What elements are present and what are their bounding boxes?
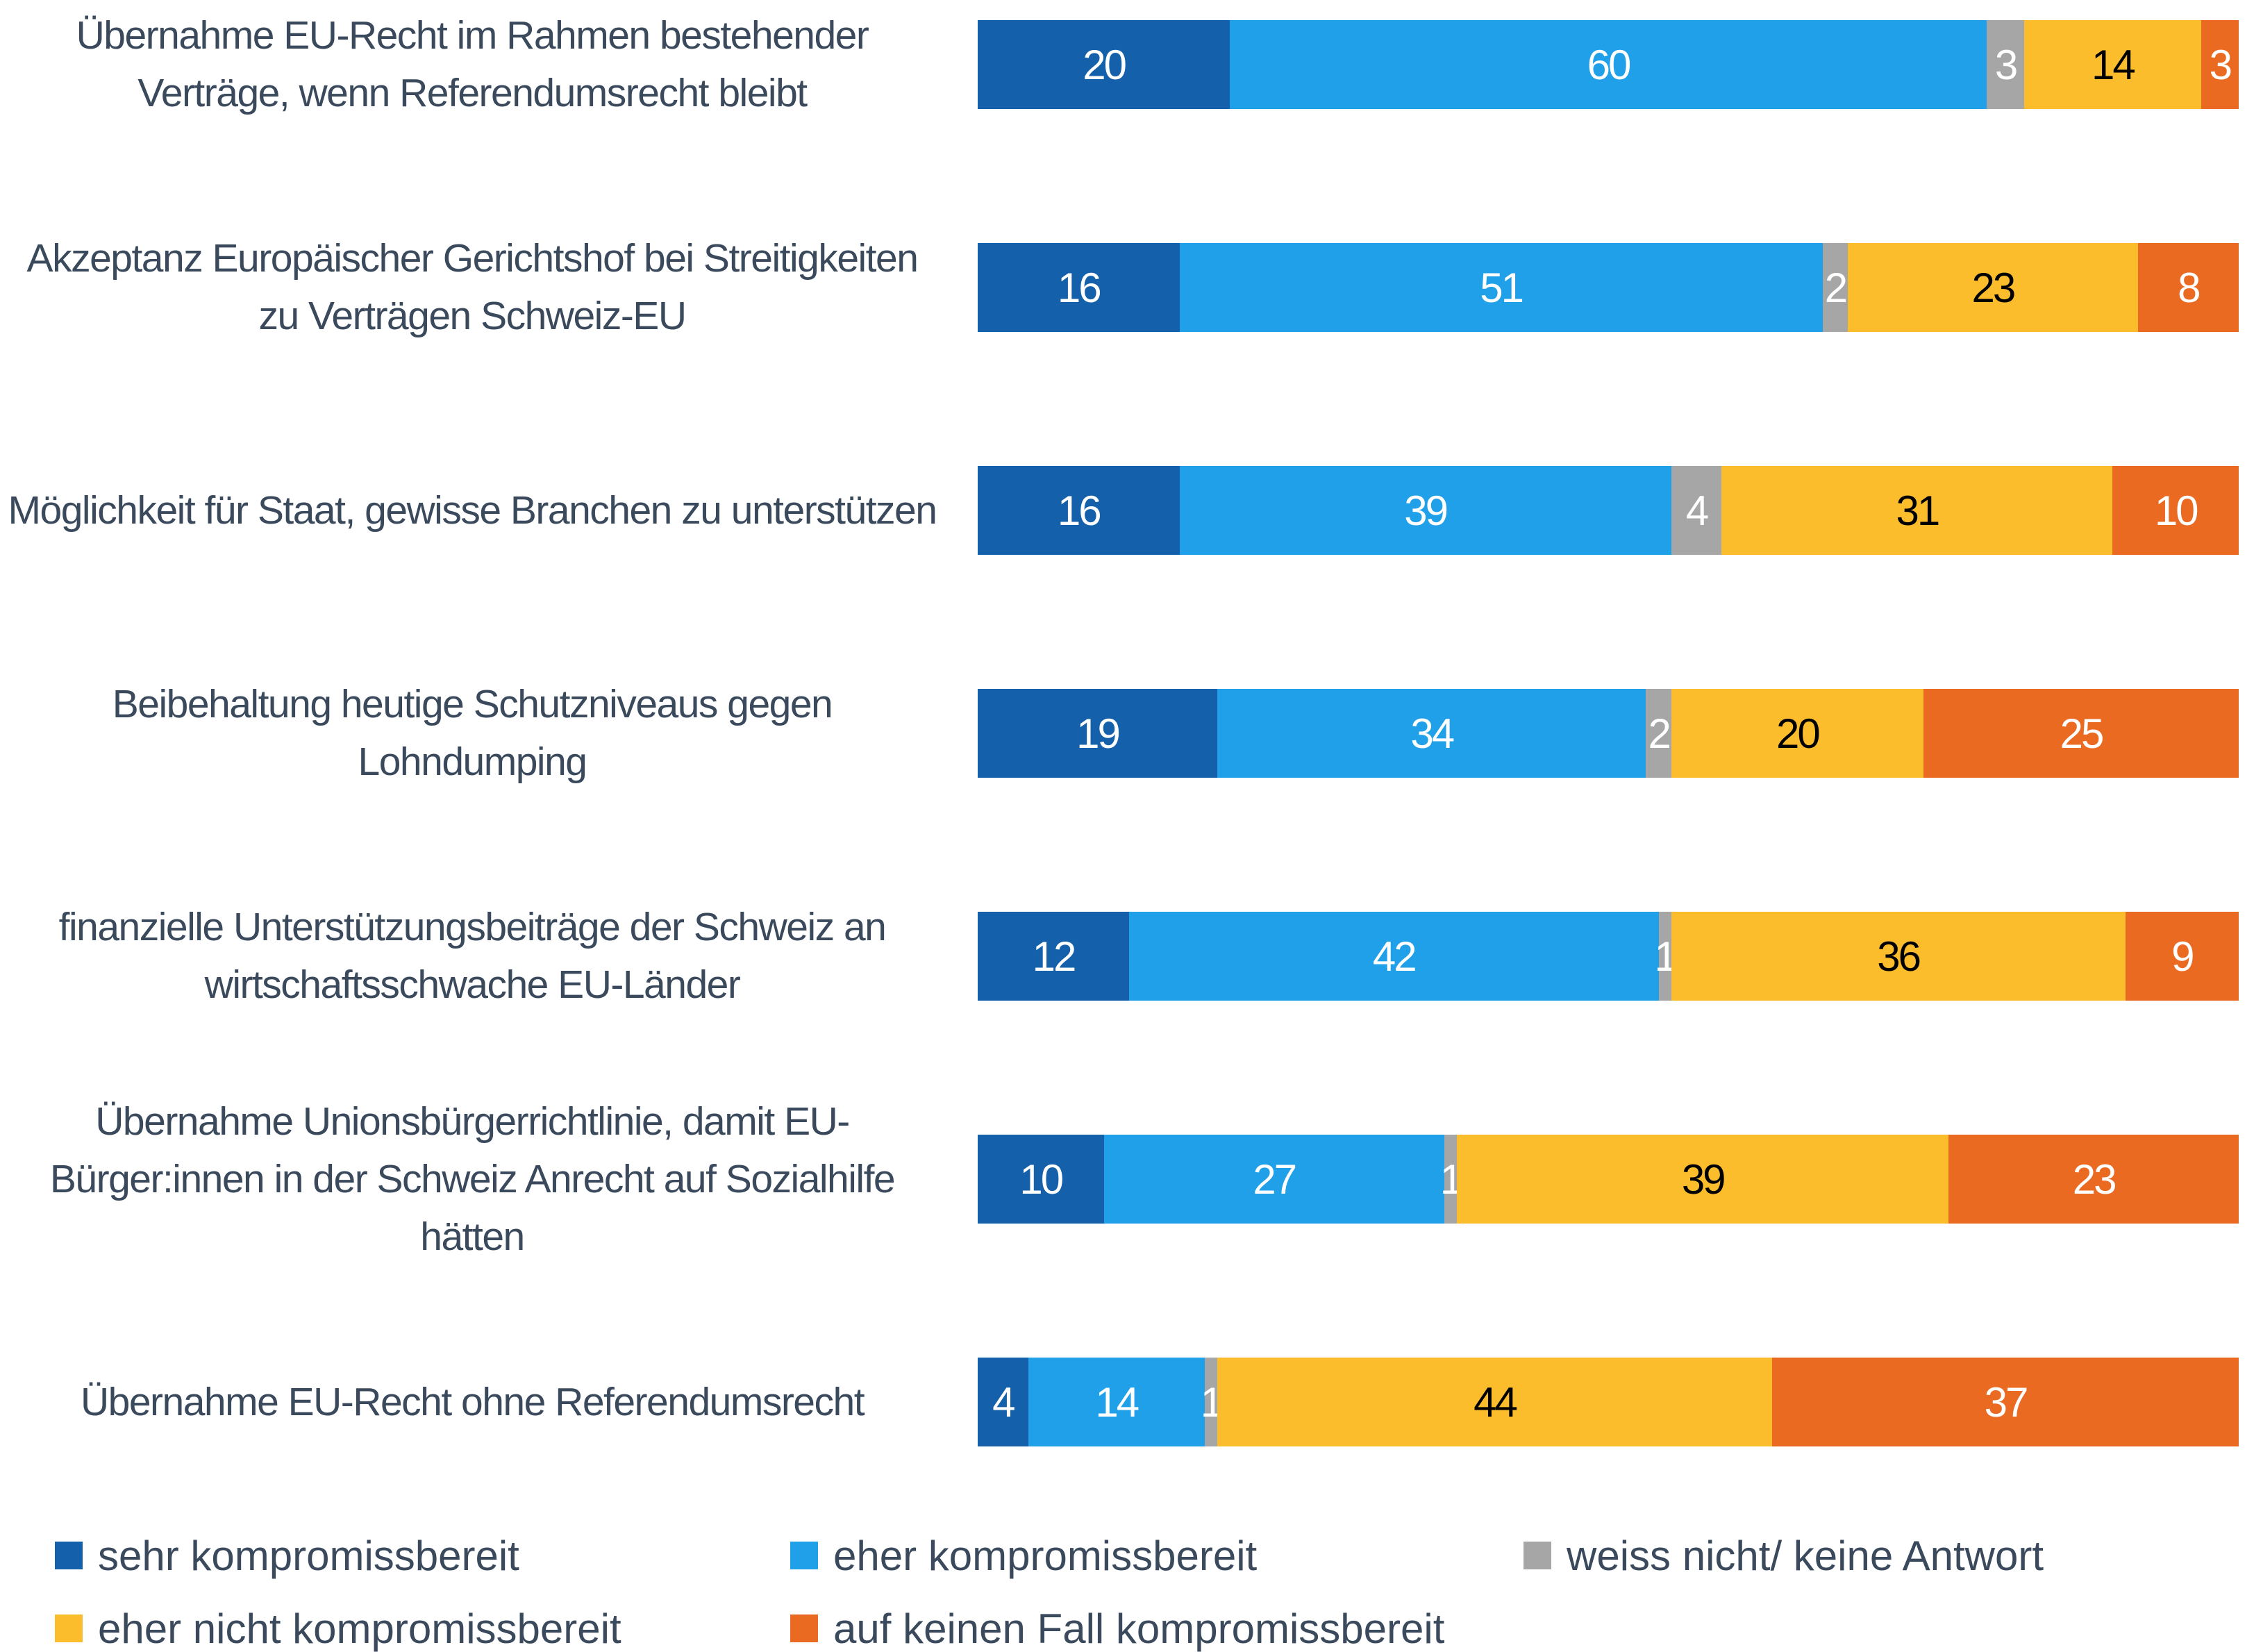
bar-segment: 10: [978, 1135, 1104, 1224]
bar-segment: 36: [1671, 912, 2126, 1001]
data-label: 31: [1896, 487, 1941, 534]
bar-segment: 19: [978, 689, 1218, 778]
category-label: Übernahme EU-Recht im Rahmen bestehender…: [76, 13, 869, 115]
data-label: 25: [2060, 710, 2105, 757]
category-label: Beibehaltung heutige Schutzniveaus gegen…: [112, 682, 833, 784]
data-label: 20: [1776, 710, 1821, 757]
bar-segment: 12: [978, 912, 1129, 1001]
data-label: 44: [1474, 1378, 1518, 1426]
data-label: 23: [1971, 264, 2016, 311]
data-label: 2: [1824, 264, 1848, 311]
category-label: Übernahme Unionsbürgerrichtlinie, damit …: [49, 1099, 896, 1259]
bar-segment: 1: [1201, 1358, 1224, 1446]
data-label: 16: [1057, 264, 1102, 311]
data-label: 19: [1076, 710, 1121, 757]
bar-segment: 20: [1671, 689, 1923, 778]
bar-segment: 34: [1217, 689, 1646, 778]
bar-segment: 4: [1671, 466, 1722, 555]
data-label: 42: [1372, 933, 1417, 980]
data-label: 14: [1095, 1378, 1139, 1426]
data-label: 9: [2171, 933, 2194, 980]
legend-item: eher nicht kompromissbereit: [55, 1601, 621, 1652]
bar-segment: 4: [978, 1358, 1028, 1446]
data-label: 3: [1994, 41, 2018, 88]
data-label: 20: [1083, 41, 1127, 88]
legend-swatch: [55, 1615, 83, 1642]
data-label: 2: [1648, 710, 1671, 757]
category-label: Übernahme EU-Recht ohne Referendumsrecht: [80, 1379, 865, 1424]
bar-segment: 31: [1721, 466, 2113, 555]
legend-swatch: [790, 1615, 818, 1642]
data-label: 51: [1480, 264, 1524, 311]
bar-segment: 23: [1848, 243, 2138, 332]
legend-item: auf keinen Fall kompromissbereit: [790, 1601, 1444, 1652]
data-label: 3: [2209, 41, 2232, 88]
bar-segment: 42: [1128, 912, 1659, 1001]
data-label: 4: [992, 1378, 1015, 1426]
bar-segment: 39: [1179, 466, 1671, 555]
data-label: 37: [1984, 1378, 2029, 1426]
bar-segment: 23: [1948, 1135, 2239, 1224]
bar-segment: 20: [978, 20, 1230, 109]
data-label: 34: [1410, 710, 1455, 757]
data-label: 10: [1019, 1155, 1064, 1203]
bar-segment: 2: [1822, 243, 1848, 332]
bar-segment: 8: [2137, 243, 2239, 332]
legend-label: sehr kompromissbereit: [98, 1532, 519, 1579]
legend-item: weiss nicht/ keine Antwort: [1523, 1528, 2044, 1583]
legend-swatch: [55, 1542, 83, 1569]
data-label: 14: [2092, 41, 2136, 88]
data-label: 27: [1253, 1155, 1297, 1203]
bar-segment: 14: [2024, 20, 2201, 109]
bar-segment: 3: [1986, 20, 2025, 109]
data-label: 12: [1032, 933, 1077, 980]
data-label: 10: [2154, 487, 2199, 534]
bar-segment: 51: [1179, 243, 1823, 332]
legend-swatch: [790, 1542, 818, 1569]
legend-label: eher nicht kompromissbereit: [98, 1605, 621, 1652]
bar-segment: 27: [1103, 1135, 1444, 1224]
legend-swatch: [1523, 1542, 1551, 1569]
legend-label: eher kompromissbereit: [833, 1532, 1258, 1579]
bar-segment: 16: [978, 243, 1180, 332]
data-label: 16: [1057, 487, 1102, 534]
bar-segment: 9: [2125, 912, 2239, 1001]
category-label: Akzeptanz Europäischer Gerichtshof bei S…: [26, 236, 919, 338]
legend-label: weiss nicht/ keine Antwort: [1567, 1532, 2044, 1579]
legend-item: sehr kompromissbereit: [55, 1528, 519, 1583]
bar-segment: 14: [1028, 1358, 1205, 1446]
bar-segment: 39: [1457, 1135, 1949, 1224]
data-label: 39: [1681, 1155, 1726, 1203]
bar-segment: 60: [1230, 20, 1987, 109]
category-label: Möglichkeit für Staat, gewisse Branchen …: [8, 487, 937, 533]
data-label: 36: [1877, 933, 1921, 980]
bar-segment: 16: [978, 466, 1180, 555]
bar-segment: 25: [1923, 689, 2239, 778]
bar-segment: 1: [1440, 1135, 1463, 1224]
data-label: 39: [1404, 487, 1449, 534]
bar-segment: 37: [1772, 1358, 2239, 1446]
data-label: 23: [2072, 1155, 2117, 1203]
legend-label: auf keinen Fall kompromissbereit: [833, 1605, 1445, 1652]
legend-item: eher kompromissbereit: [790, 1528, 1257, 1583]
bar-segment: 3: [2201, 20, 2239, 109]
data-label: 60: [1587, 41, 1632, 88]
bar-segment: 2: [1646, 689, 1671, 778]
bar-segment: 1: [1655, 912, 1678, 1001]
category-label: finanzielle Unterstützungsbeiträge der S…: [58, 905, 887, 1007]
bar-segment: 44: [1217, 1358, 1773, 1446]
bar-segment: 10: [2112, 466, 2239, 555]
data-label: 4: [1685, 487, 1709, 534]
data-label: 8: [2178, 264, 2201, 311]
